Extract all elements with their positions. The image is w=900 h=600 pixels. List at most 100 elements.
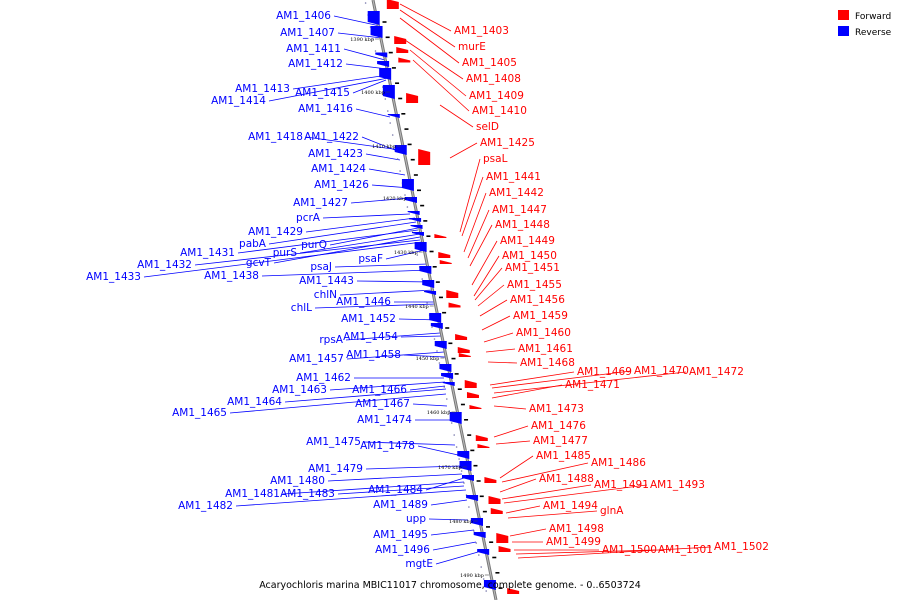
label-connector: [485, 348, 516, 353]
tick-label: 1470 kbp: [438, 465, 462, 471]
label-connector: [430, 529, 475, 536]
backbone-dot: [364, 2, 367, 4]
reverse-gene-arrow: [434, 341, 447, 349]
gene-label: AM1_1451: [505, 262, 560, 274]
backbone-dot: [396, 158, 399, 160]
reverse-gene-arrow: [459, 461, 472, 471]
label-connector: [350, 197, 411, 204]
reverse-gene-arrow: [457, 451, 470, 459]
gene-label: AM1_1456: [510, 294, 565, 306]
reverse-gene-arrow: [375, 52, 388, 58]
gene-label: AM1_1443: [299, 275, 354, 287]
label-connector: [339, 289, 435, 296]
gene-label: AM1_1479: [308, 463, 363, 475]
gene-label: AM1_1441: [486, 171, 541, 183]
gene-label: rpsA: [319, 334, 343, 346]
gene-label: AM1_1498: [549, 523, 604, 535]
gene-label: AM1_1413: [235, 83, 290, 95]
gene-label: AM1_1461: [518, 343, 573, 355]
legend-forward-swatch: [838, 10, 849, 20]
backbone-dot: [421, 278, 424, 280]
forward-gene-arrow: [464, 380, 477, 388]
gene-label: AM1_1471: [565, 379, 620, 391]
label-connector: [268, 77, 389, 102]
reverse-gene-arrow: [473, 532, 486, 538]
reverse-gene-arrow: [422, 280, 435, 288]
gene-label: AM1_1460: [516, 327, 571, 339]
backbone-dot: [455, 446, 458, 448]
gene-label: AM1_1502: [714, 541, 769, 553]
backbone-dot: [433, 338, 436, 340]
gene-label: AM1_1470: [634, 365, 689, 377]
label-connector: [365, 153, 401, 161]
forward-gene-arrow: [394, 36, 407, 44]
forward-gene-arrow: [488, 496, 501, 504]
label-connector: [327, 473, 463, 482]
gene-label: AM1_1403: [454, 25, 509, 37]
gene-label: AM1_1449: [500, 235, 555, 247]
gene-label: AM1_1406: [276, 10, 331, 22]
label-connector: [337, 32, 383, 39]
label-connector: [503, 484, 648, 504]
gene-label: AM1_1491: [594, 479, 649, 491]
tick-label: 1490 kbp: [460, 573, 484, 579]
gene-label: AM1_1477: [533, 435, 588, 447]
label-connector: [459, 158, 481, 233]
forward-gene-arrow: [477, 444, 490, 448]
gene-label: AM1_1422: [304, 131, 359, 143]
gene-label: glnA: [600, 505, 624, 517]
forward-gene-arrow: [439, 260, 452, 264]
gene-label: selD: [476, 121, 499, 133]
gene-label: AM1_1499: [546, 536, 601, 548]
forward-gene-arrow: [475, 435, 488, 441]
tick-label: 1390 kbp: [350, 37, 374, 43]
gene-label: AM1_1462: [296, 372, 351, 384]
label-connector: [517, 546, 712, 559]
reverse-gene-arrow: [410, 225, 423, 229]
label-connector: [292, 74, 389, 90]
backbone-dot: [387, 110, 389, 112]
gene-label: AM1_1416: [298, 103, 353, 115]
gene-label: AM1_1478: [360, 440, 415, 452]
reverse-gene-arrow: [401, 179, 414, 191]
label-connector: [403, 354, 446, 358]
label-connector: [501, 462, 589, 483]
backbone-dot: [372, 38, 374, 40]
gene-label: pabA: [239, 238, 267, 250]
backbone-dashes: [382, 21, 503, 589]
gene-label: pcrA: [296, 212, 321, 224]
label-connector: [474, 267, 503, 301]
gene-label: chlN: [314, 289, 337, 301]
gene-label: AM1_1483: [280, 488, 335, 500]
reverse-gene-arrow: [483, 580, 496, 590]
legend-forward-label: Forward: [855, 12, 891, 22]
backbone-dot: [406, 206, 409, 208]
label-connector: [499, 455, 534, 479]
reverse-gene-arrow: [405, 197, 417, 203]
backbone-dot: [391, 134, 394, 136]
label-connector: [194, 239, 421, 266]
label-connector: [449, 142, 478, 159]
label-connector: [305, 136, 401, 151]
reverse-gene-arrow: [407, 211, 420, 215]
label-connector: [409, 385, 446, 391]
label-connector: [463, 192, 487, 253]
backbone-dot: [411, 230, 414, 232]
label-connector: [314, 303, 437, 309]
label-connector: [399, 17, 460, 64]
label-connector: [409, 49, 467, 97]
label-connector: [493, 371, 687, 394]
gene-label: AM1_1495: [373, 529, 428, 541]
gene-label: AM1_1431: [180, 247, 235, 259]
gene-label: gcvT: [246, 257, 272, 269]
gene-label: AM1_1433: [86, 271, 141, 283]
forward-gene-arrow: [458, 353, 471, 357]
gene-label: AM1_1488: [539, 473, 594, 485]
label-connector: [501, 484, 592, 500]
label-connector: [352, 79, 387, 94]
label-connector: [430, 499, 468, 506]
gene-label: AM1_1485: [536, 450, 591, 462]
label-connector: [365, 465, 461, 470]
label-connector: [329, 381, 446, 391]
label-connector: [483, 332, 514, 343]
